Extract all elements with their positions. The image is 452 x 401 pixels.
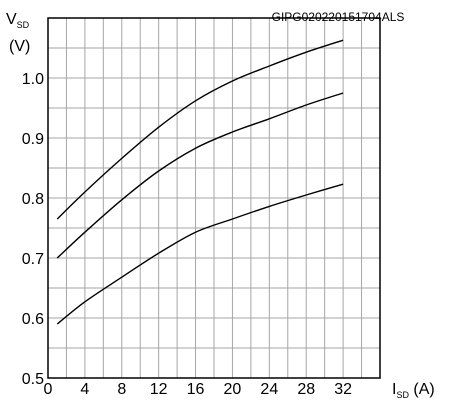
x-tick-label: 32 — [334, 381, 352, 398]
x-tick-label: 0 — [44, 381, 53, 398]
y-axis-subscript: SD — [17, 20, 30, 30]
x-axis-title: ISD (A) — [392, 381, 435, 400]
plot-frame — [47, 17, 381, 379]
y-tick-label: 1.0 — [22, 71, 44, 88]
series-curve-3 — [56, 183, 344, 325]
x-tick-labels: 0 4 8 12 16 20 24 28 32 — [44, 381, 353, 398]
y-axis-symbol: V — [6, 11, 17, 28]
x-tick-label: 16 — [187, 381, 205, 398]
figure-code: GIPG020220151704ALS — [272, 10, 405, 24]
y-axis-title: VSD — [6, 11, 30, 30]
x-tick-label: 12 — [150, 381, 168, 398]
x-tick-label: 20 — [224, 381, 242, 398]
y-tick-label: 0.5 — [22, 371, 44, 388]
y-tick-labels: 0.5 0.6 0.7 0.8 0.9 1.0 — [22, 71, 44, 388]
x-tick-label: 28 — [297, 381, 315, 398]
y-tick-label: 0.6 — [22, 311, 44, 328]
x-axis-unit: (A) — [409, 381, 435, 398]
curves — [56, 39, 344, 325]
x-tick-label: 4 — [80, 381, 89, 398]
x-tick-label: 8 — [117, 381, 126, 398]
y-tick-label: 0.8 — [22, 191, 44, 208]
y-tick-label: 0.7 — [22, 251, 44, 268]
series-curve-2 — [56, 92, 344, 259]
x-axis-subscript: SD — [396, 390, 409, 400]
grid — [48, 18, 380, 378]
x-axis-symbol: I — [392, 381, 396, 398]
series-curve-1 — [56, 39, 344, 220]
y-axis-unit: (V) — [9, 38, 30, 55]
x-tick-label: 24 — [260, 381, 278, 398]
y-tick-label: 0.9 — [22, 131, 44, 148]
